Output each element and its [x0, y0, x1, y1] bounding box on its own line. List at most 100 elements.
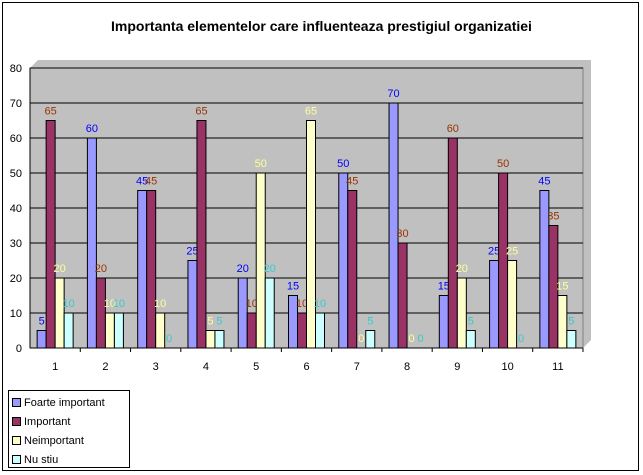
x-tick-label: 7	[354, 361, 360, 373]
data-label: 15	[556, 281, 568, 293]
bar	[214, 330, 225, 349]
y-tick-label: 0	[16, 343, 22, 355]
bar	[36, 330, 47, 349]
bar	[205, 330, 216, 349]
data-label: 65	[305, 106, 317, 118]
bar	[255, 172, 266, 349]
bar	[456, 277, 467, 349]
data-label: 25	[186, 246, 198, 258]
data-label: 5	[367, 316, 373, 328]
data-label: 0	[358, 333, 364, 345]
bar	[489, 260, 500, 349]
bar	[297, 312, 307, 349]
data-label: 5	[39, 316, 45, 328]
legend-swatch	[12, 455, 21, 464]
data-label: 20	[237, 263, 249, 275]
data-label: 50	[497, 158, 509, 170]
data-label: 45	[538, 176, 550, 188]
bar	[338, 172, 349, 349]
bar	[388, 102, 399, 349]
data-label: 45	[136, 176, 148, 188]
data-label: 5	[468, 316, 474, 328]
bar	[237, 277, 248, 349]
data-label: 20	[54, 263, 66, 275]
x-tick-label: 8	[404, 361, 410, 373]
y-tick-label: 10	[10, 308, 22, 320]
data-label: 15	[438, 281, 450, 293]
data-label: 65	[45, 106, 57, 118]
bar	[548, 225, 559, 349]
data-label: 0	[518, 333, 524, 345]
bar	[146, 190, 157, 349]
bar	[196, 120, 207, 349]
data-label: 10	[63, 298, 75, 310]
data-label: 10	[104, 298, 116, 310]
data-label: 10	[314, 298, 326, 310]
bar	[507, 260, 518, 349]
data-label: 60	[86, 123, 98, 135]
legend-label: Important	[24, 415, 71, 428]
bar	[347, 190, 358, 349]
chart-title: Importanta elementelor care influenteaza…	[111, 18, 532, 34]
legend-item: Foarte important	[12, 393, 129, 412]
data-label: 15	[287, 281, 299, 293]
x-tick-label: 10	[501, 361, 513, 373]
y-tick-label: 20	[10, 273, 22, 285]
bar	[315, 312, 325, 349]
x-tick-label: 9	[454, 361, 460, 373]
bar	[54, 277, 65, 349]
data-label: 35	[547, 211, 559, 223]
data-label: 20	[264, 263, 276, 275]
bar	[566, 330, 577, 349]
bar	[465, 330, 476, 349]
data-label: 10	[113, 298, 125, 310]
data-label: 30	[396, 228, 408, 240]
y-tick-label: 30	[10, 238, 22, 250]
data-label: 5	[568, 316, 574, 328]
data-label: 5	[216, 316, 222, 328]
data-label: 45	[145, 176, 157, 188]
legend: Foarte important Important Neimportant Nu s…	[8, 390, 130, 468]
legend-label: Nu stiu	[24, 453, 59, 466]
bar	[137, 190, 148, 349]
y-tick-label: 80	[10, 63, 22, 75]
data-label: 60	[447, 123, 459, 135]
x-tick-label: 11	[552, 361, 563, 373]
bar	[438, 295, 449, 349]
x-tick-label: 6	[303, 361, 309, 373]
bar	[447, 137, 458, 349]
y-tick-label: 60	[10, 133, 22, 145]
data-label: 20	[456, 263, 468, 275]
bar	[264, 277, 275, 349]
data-label: 5	[207, 316, 213, 328]
bar	[104, 312, 115, 349]
bar	[306, 120, 316, 349]
x-tick-label: 3	[153, 361, 159, 373]
data-label: 70	[387, 88, 399, 100]
bar	[86, 137, 97, 349]
bar-chart: 0102030405060708015652010260201010345451…	[10, 60, 591, 373]
legend-item: Nu stiu	[12, 450, 129, 469]
data-label: 45	[346, 176, 358, 188]
data-label: 0	[166, 333, 172, 345]
x-tick-label: 5	[253, 361, 259, 373]
data-label: 0	[408, 333, 414, 345]
bar	[365, 330, 376, 349]
y-tick-label: 40	[10, 203, 22, 215]
bar	[498, 172, 509, 349]
y-tick-label: 70	[10, 98, 22, 110]
x-tick-label: 2	[102, 361, 108, 373]
legend-item: Important	[12, 412, 129, 431]
data-label: 50	[255, 158, 267, 170]
data-label: 0	[417, 333, 423, 345]
bar	[95, 277, 106, 349]
data-label: 25	[488, 246, 500, 258]
data-label: 10	[246, 298, 258, 310]
legend-label: Foarte important	[24, 396, 105, 409]
y-tick-label: 50	[10, 168, 22, 180]
bar	[557, 295, 568, 349]
legend-item: Neimportant	[12, 431, 129, 450]
legend-swatch	[12, 436, 21, 445]
bar	[155, 312, 166, 349]
bar	[63, 312, 74, 349]
